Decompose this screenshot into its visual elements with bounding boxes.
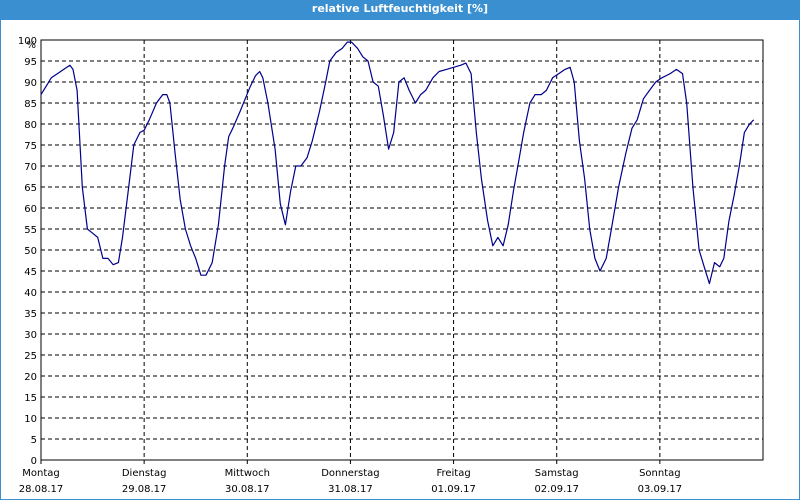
x-tick-day: Donnerstag <box>321 468 379 479</box>
y-tick-label: 65 <box>24 183 37 194</box>
y-tick-label: 35 <box>24 309 37 320</box>
x-tick-day: Montag <box>22 468 59 479</box>
y-tick-label: 80 <box>24 120 37 131</box>
humidity-series-line <box>40 41 755 285</box>
plot-area-border <box>40 39 764 461</box>
x-tick-day: Freitag <box>436 468 470 479</box>
y-tick-label: 5 <box>31 435 37 446</box>
y-tick-label: 95 <box>24 57 37 68</box>
y-tick-label: 0 <box>31 456 37 467</box>
y-tick-label: 10 <box>24 414 37 425</box>
x-tick-date: 03.09.17 <box>638 484 683 495</box>
y-tick-label: 60 <box>24 204 37 215</box>
x-tick-day: Sonntag <box>639 468 681 479</box>
y-tick-label: 90 <box>24 78 37 89</box>
y-tick-label: 40 <box>24 288 37 299</box>
y-tick-label: 85 <box>24 99 37 110</box>
y-tick-label: 75 <box>24 141 37 152</box>
y-tick-label: 45 <box>24 267 37 278</box>
y-tick-label: 30 <box>24 330 37 341</box>
x-tick-day: Dienstag <box>122 468 167 479</box>
x-tick-date: 02.09.17 <box>534 484 579 495</box>
x-tick-date: 31.08.17 <box>328 484 373 495</box>
x-tick-date: 29.08.17 <box>122 484 167 495</box>
y-tick-label: 50 <box>24 246 37 257</box>
y-tick-label: 25 <box>24 351 37 362</box>
x-tick-date: 28.08.17 <box>19 484 64 495</box>
y-tick-label: 100 <box>18 36 37 47</box>
y-tick-label: 20 <box>24 372 37 383</box>
x-tick-date: 30.08.17 <box>225 484 270 495</box>
y-axis-label: % <box>26 40 36 51</box>
y-tick-label: 70 <box>24 162 37 173</box>
x-tick-day: Mittwoch <box>225 468 270 479</box>
y-tick-label: 55 <box>24 225 37 236</box>
x-tick-date: 01.09.17 <box>431 484 476 495</box>
y-tick-label: 15 <box>24 393 37 404</box>
chart-frame <box>0 19 800 500</box>
chart-title: relative Luftfeuchtigkeit [%] <box>0 0 800 19</box>
x-tick-day: Samstag <box>535 468 579 479</box>
